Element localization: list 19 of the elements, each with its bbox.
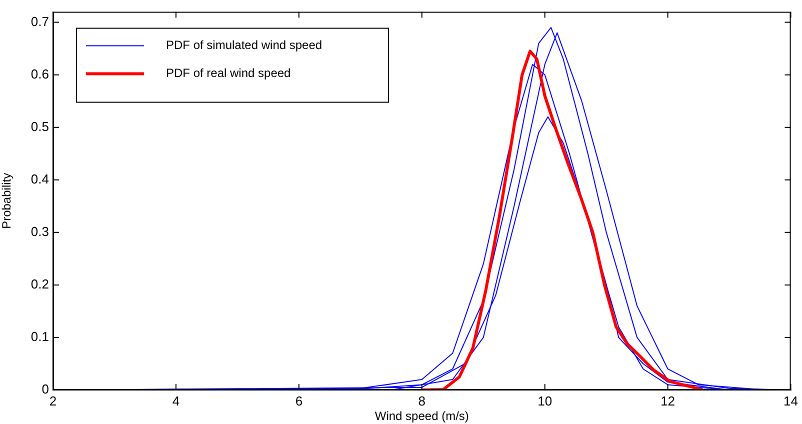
x-tick-label: 2 [49,393,57,408]
y-tick-label: 0.1 [30,329,49,344]
x-tick-label: 6 [295,393,303,408]
legend-label: PDF of simulated wind speed [166,38,322,52]
x-tick-label: 4 [172,393,180,408]
y-axis-title: Probability [0,172,14,229]
y-tick-label: 0.3 [30,224,49,239]
x-tick-label: 12 [660,393,676,408]
y-tick-label: 0.7 [30,14,49,29]
y-tick-label: 0.6 [30,66,49,82]
x-axis-title: Wind speed (m/s) [374,409,469,424]
y-tick-label: 0.4 [30,171,49,186]
x-tick-label: 8 [418,393,426,408]
legend-label: PDF of real wind speed [166,66,291,80]
x-tick-label: 10 [538,393,552,408]
y-tick-label: 0 [42,382,49,397]
x-tick-label: 14 [784,393,798,408]
y-tick-label: 0.2 [30,276,49,292]
y-tick-label: 0.5 [30,118,49,134]
